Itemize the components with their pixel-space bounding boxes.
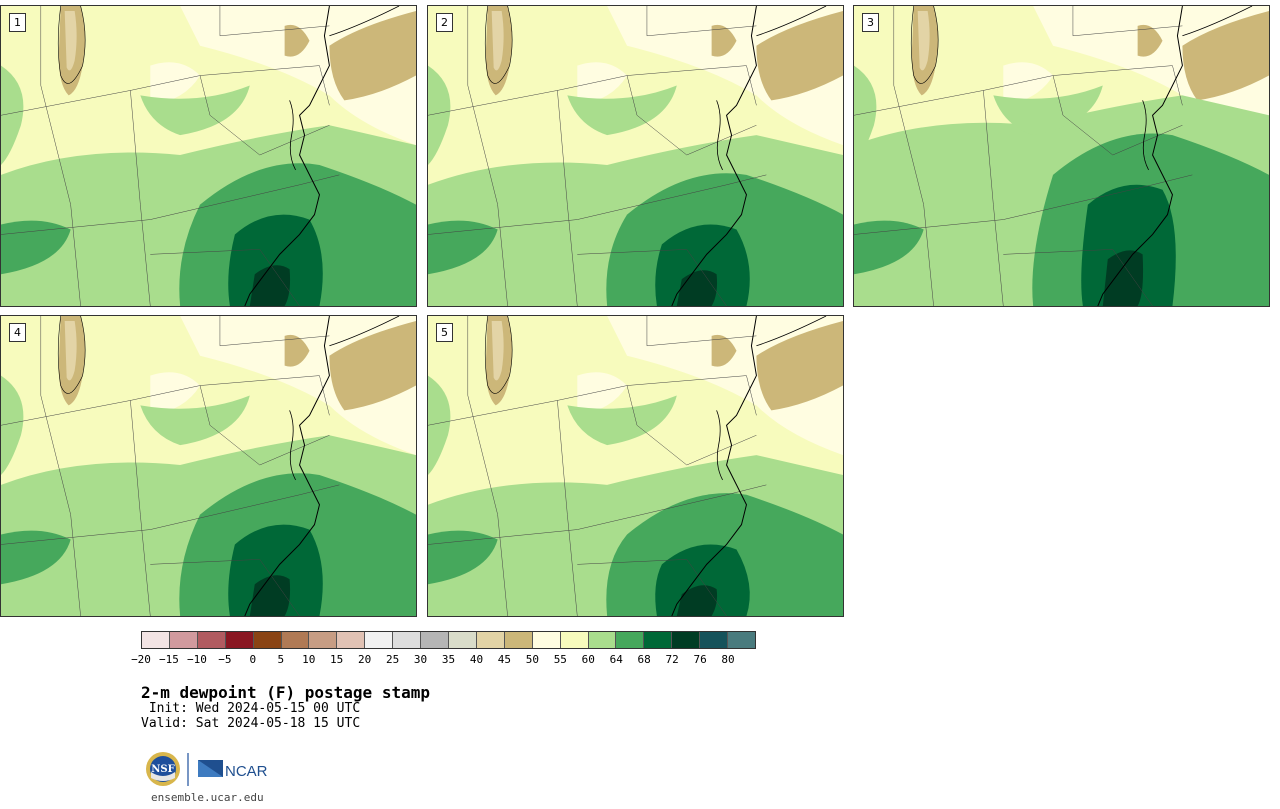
dewpoint-map-1 <box>1 6 416 306</box>
colorbar-swatch <box>253 632 282 648</box>
map-panel-4: 4 <box>0 315 417 617</box>
colorbar-tick-label: 45 <box>497 653 512 666</box>
map-panel-1: 1 <box>0 5 417 307</box>
footer-url[interactable]: ensemble.ucar.edu <box>151 791 264 804</box>
colorbar-tick-label: 15 <box>330 653 344 666</box>
colorbar-swatch <box>197 632 226 648</box>
dewpoint-map-3 <box>854 6 1269 306</box>
colorbar-tick-label: 76 <box>693 653 707 666</box>
colorbar-swatch <box>281 632 310 648</box>
colorbar-tick-label: 40 <box>469 653 484 666</box>
colorbar-swatch <box>365 632 394 648</box>
panel-label-4: 4 <box>9 323 26 342</box>
colorbar-swatch <box>672 632 701 648</box>
dewpoint-map-5 <box>428 316 843 616</box>
colorbar-tick-label: −10 <box>186 653 207 666</box>
colorbar-swatch <box>337 632 366 648</box>
colorbar-tick-label: 30 <box>413 653 428 666</box>
panel-label-1: 1 <box>9 13 26 32</box>
dewpoint-map-2 <box>428 6 843 306</box>
colorbar-swatch <box>504 632 533 648</box>
ncar-text: NCAR <box>225 763 268 780</box>
panel-label-5: 5 <box>436 323 453 342</box>
map-panel-5: 5 <box>427 315 844 617</box>
colorbar-swatch <box>421 632 449 648</box>
chart-title: 2-m dewpoint (F) postage stamp <box>141 683 430 702</box>
map-panel-2: 2 <box>427 5 844 307</box>
colorbar-tick-label: 72 <box>665 653 679 666</box>
colorbar-swatch <box>616 632 645 648</box>
colorbar-swatch <box>142 632 170 648</box>
panel-label-3: 3 <box>862 13 879 32</box>
colorbar-tick-label: −15 <box>159 653 179 666</box>
nsf-text: NSF <box>151 764 174 775</box>
colorbar-tick-label: 10 <box>302 653 316 666</box>
colorbar-tick-label: 25 <box>385 653 400 666</box>
colorbar-tick-label: 50 <box>525 653 539 666</box>
colorbar-swatch <box>225 632 254 648</box>
colorbar-tick-label: 68 <box>637 653 651 666</box>
colorbar-tick-label: −5 <box>218 653 232 666</box>
colorbar-swatch <box>393 632 422 648</box>
colorbar-swatch <box>700 632 729 648</box>
colorbar-swatch <box>448 632 477 648</box>
colorbar-tick-label: 80 <box>721 653 735 666</box>
colorbar-swatch <box>644 632 673 648</box>
colorbar-tick-label: 55 <box>553 653 567 666</box>
colorbar <box>141 631 756 649</box>
colorbar-swatch <box>560 632 589 648</box>
nsf-seal-icon: NSF <box>146 752 180 786</box>
init-time: Init: Wed 2024-05-15 00 UTC <box>141 701 361 716</box>
ncar-logo-icon: NCAR <box>198 760 268 780</box>
colorbar-tick-labels: −20 −15 −10 −5 0 5 10 15 20 25 30 35 40 45 50 55 60 64 68 7… <box>131 653 756 667</box>
valid-time: Valid: Sat 2024-05-18 15 UTC <box>141 716 361 731</box>
colorbar-swatch <box>588 632 617 648</box>
colorbar-tick-label: 5 <box>277 653 285 666</box>
colorbar-tick-label: 60 <box>581 653 595 666</box>
colorbar-tick-label: 35 <box>441 653 456 666</box>
dewpoint-map-4 <box>1 316 416 616</box>
panel-label-2: 2 <box>436 13 453 32</box>
map-panel-3: 3 <box>853 5 1270 307</box>
colorbar-swatch <box>532 632 561 648</box>
colorbar-swatch <box>309 632 338 648</box>
colorbar-tick-label: 64 <box>609 653 623 666</box>
colorbar-tick-label: 0 <box>249 653 257 666</box>
colorbar-swatch <box>169 632 198 648</box>
nsf-ncar-logo: NSF NCAR <box>146 752 268 786</box>
colorbar-swatch <box>476 632 505 648</box>
colorbar-swatch <box>728 632 755 648</box>
colorbar-tick-label: −20 <box>131 653 151 666</box>
colorbar-tick-label: 20 <box>358 653 372 666</box>
